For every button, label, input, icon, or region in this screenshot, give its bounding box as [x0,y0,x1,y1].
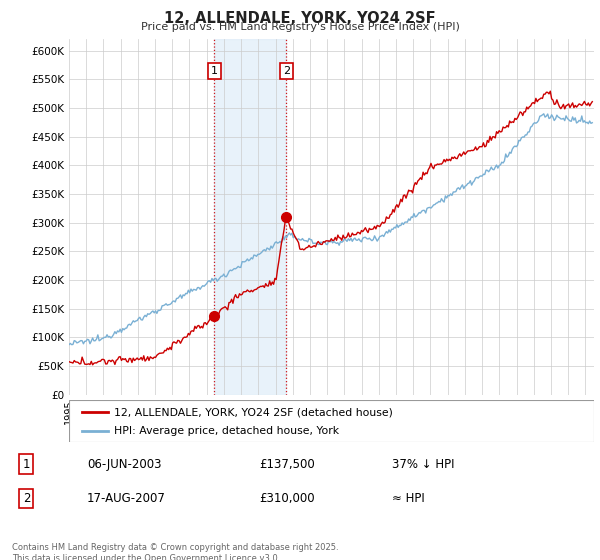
Text: £137,500: £137,500 [260,458,316,471]
Text: 1: 1 [211,66,218,76]
Text: 1: 1 [23,458,30,471]
FancyBboxPatch shape [69,400,594,442]
Bar [214,39,286,395]
Text: HPI: Average price, detached house, York: HPI: Average price, detached house, York [113,426,339,436]
Text: 37% ↓ HPI: 37% ↓ HPI [392,458,455,471]
Text: 2: 2 [23,492,30,505]
Text: 17-AUG-2007: 17-AUG-2007 [87,492,166,505]
Text: £310,000: £310,000 [260,492,316,505]
Text: 2: 2 [283,66,290,76]
Text: 12, ALLENDALE, YORK, YO24 2SF: 12, ALLENDALE, YORK, YO24 2SF [164,11,436,26]
Text: Price paid vs. HM Land Registry's House Price Index (HPI): Price paid vs. HM Land Registry's House … [140,22,460,32]
Text: Contains HM Land Registry data © Crown copyright and database right 2025.
This d: Contains HM Land Registry data © Crown c… [12,543,338,560]
Text: 06-JUN-2003: 06-JUN-2003 [87,458,161,471]
Text: 12, ALLENDALE, YORK, YO24 2SF (detached house): 12, ALLENDALE, YORK, YO24 2SF (detached … [113,407,392,417]
Text: ≈ HPI: ≈ HPI [392,492,425,505]
